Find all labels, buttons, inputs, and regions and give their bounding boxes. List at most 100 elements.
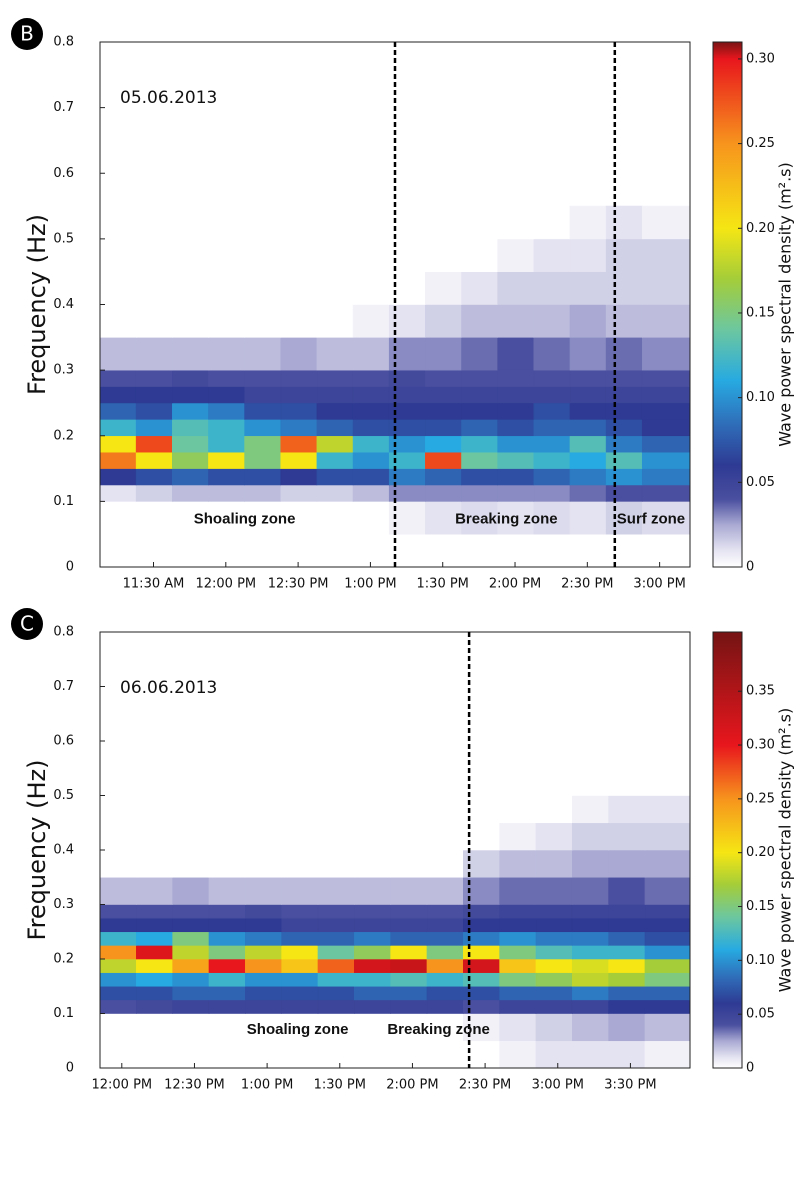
heat-cell [535, 1040, 573, 1069]
y-tick-label: 0.2 [53, 952, 74, 967]
heat-cell [281, 876, 319, 905]
heat-cell [244, 304, 282, 338]
heat-cell [352, 484, 390, 502]
heat-cell [641, 402, 691, 420]
heat-cell [608, 822, 646, 851]
heat-cell [426, 985, 464, 1001]
heat-cell [425, 304, 462, 338]
heat-cell [497, 533, 535, 568]
heat-cell [244, 205, 282, 240]
y-tick-label: 0.8 [53, 625, 74, 640]
heat-cell [99, 876, 137, 905]
heat-cell [208, 822, 246, 851]
heat-cell [99, 849, 137, 878]
heat-cell [425, 468, 462, 486]
heat-cell [533, 419, 571, 437]
heat-cell [535, 931, 573, 946]
panel-badge [11, 18, 43, 50]
heat-cell [461, 386, 498, 404]
heat-cell [533, 337, 571, 371]
heat-cell [571, 849, 609, 878]
heat-cell [461, 402, 498, 420]
heat-cell [172, 435, 209, 453]
heat-cell [208, 369, 245, 387]
heat-cell [99, 999, 137, 1014]
heat-cell [99, 931, 137, 946]
heat-cell [605, 419, 643, 437]
heat-cell [317, 904, 355, 919]
heat-cell [136, 917, 173, 933]
heat-cell [352, 451, 390, 469]
heat-cell [390, 795, 428, 824]
heat-cell [245, 767, 282, 796]
heat-cell [426, 849, 464, 878]
heat-cell [533, 369, 571, 387]
heat-cell [608, 795, 646, 824]
colorbar-tick-label: 0.30 [746, 51, 775, 66]
heat-cell [461, 304, 498, 338]
heat-cell [135, 238, 173, 272]
heat-cell [641, 533, 691, 568]
heat-cell [354, 999, 391, 1014]
colorbar-tick-label: 0.05 [746, 475, 775, 490]
heat-cell [352, 369, 390, 387]
x-tick-label: 2:30 PM [459, 1078, 511, 1093]
heat-cell [608, 767, 646, 796]
heat-cell [426, 1013, 464, 1042]
colorbar-tick-label: 0.20 [746, 221, 775, 236]
y-axis-label: Frequency (Hz) [23, 214, 51, 395]
heat-cell [461, 419, 498, 437]
heat-cell [499, 1040, 537, 1069]
heat-cell [571, 972, 609, 987]
colorbar-tick-label: 0.10 [746, 953, 775, 968]
heat-cell [244, 468, 282, 486]
heat-cell [135, 501, 173, 535]
heat-cell [352, 468, 390, 486]
heat-cell [497, 205, 535, 240]
heat-cell [136, 904, 173, 919]
heat-cell [425, 402, 462, 420]
heat-cell [208, 402, 245, 420]
heat-cell [535, 849, 573, 878]
heat-cell [605, 271, 643, 305]
heat-cell [172, 795, 210, 824]
heat-cell [172, 876, 210, 905]
x-tick-label: 1:00 PM [241, 1078, 293, 1093]
heat-cell [461, 337, 498, 371]
heat-cell [461, 501, 498, 535]
heat-cell [605, 386, 643, 404]
heat-cell [245, 999, 282, 1014]
colorbar-label: Wave power spectral density (m².s) [776, 708, 795, 993]
heat-cell [99, 822, 137, 851]
y-tick-label: 0.6 [53, 166, 74, 181]
heat-cell [499, 999, 537, 1014]
heat-cell [497, 501, 535, 535]
heat-cell [172, 904, 210, 919]
heat-cell [535, 767, 573, 796]
heat-cell [569, 419, 607, 437]
heat-cell [352, 304, 390, 338]
heat-cell [281, 795, 319, 824]
heat-cell [390, 767, 428, 796]
x-tick-label: 12:00 PM [91, 1078, 152, 1093]
heat-cell [608, 876, 646, 905]
colorbar-tick-label: 0 [746, 560, 754, 575]
heat-cell [280, 369, 318, 387]
heat-cell [644, 999, 691, 1014]
heat-cell [99, 435, 137, 453]
heat-cell [497, 451, 535, 469]
heat-cell [608, 904, 646, 919]
heat-cell [316, 337, 354, 371]
heat-cell [245, 822, 282, 851]
heat-cell [641, 386, 691, 404]
heat-cell [208, 205, 245, 240]
heat-cell [461, 369, 498, 387]
heat-cell [497, 386, 535, 404]
y-tick-label: 0.7 [53, 679, 74, 694]
heat-cell [172, 931, 210, 946]
heat-cell [569, 271, 607, 305]
zone-label: Surf zone [617, 511, 685, 528]
heat-cell [245, 972, 282, 987]
heat-cell [390, 822, 428, 851]
heat-cell [99, 985, 137, 1001]
